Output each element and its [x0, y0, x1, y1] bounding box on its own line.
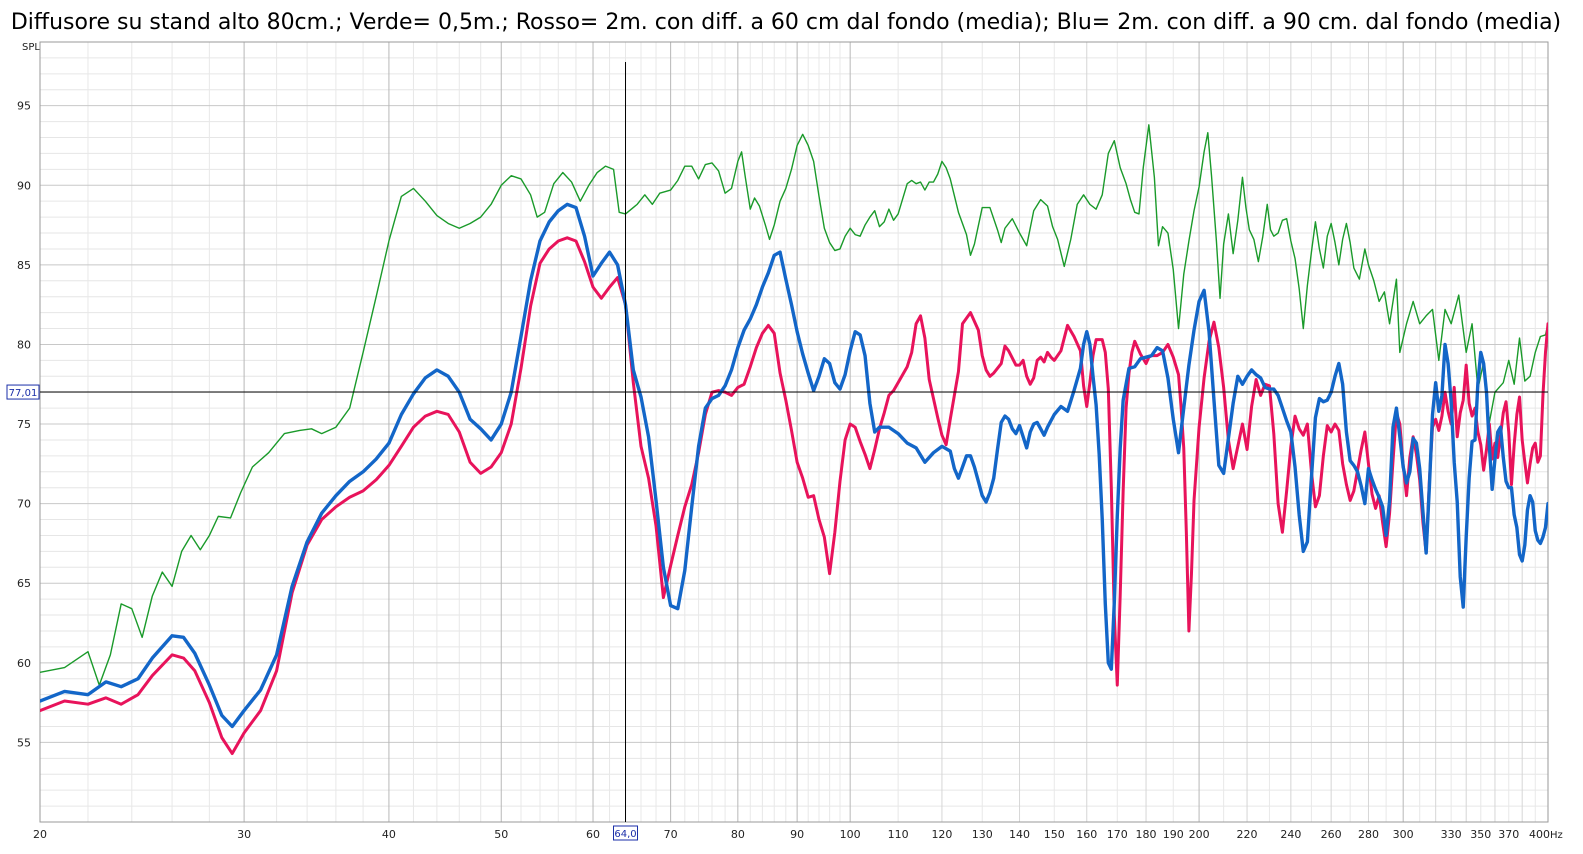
x-tick-label: 330	[1441, 828, 1462, 841]
x-tick-label: 240	[1280, 828, 1301, 841]
x-axis-unit: Hz	[1550, 830, 1563, 841]
x-tick-label: 150	[1044, 828, 1065, 841]
x-tick-label: 140	[1009, 828, 1030, 841]
x-tick-label: 100	[840, 828, 861, 841]
x-tick-label: 160	[1076, 828, 1097, 841]
y-tick-label: 60	[17, 657, 31, 670]
x-tick-label: 60	[586, 828, 600, 841]
y-tick-label: 95	[17, 100, 31, 113]
x-tick-label: 350	[1470, 828, 1491, 841]
x-tick-label: 40	[382, 828, 396, 841]
x-tick-label: 90	[790, 828, 804, 841]
y-tick-label: 70	[17, 498, 31, 511]
x-tick-label: 110	[888, 828, 909, 841]
y-tick-label: 85	[17, 259, 31, 272]
cursor-x-readout-box	[613, 825, 639, 841]
y-tick-label: 90	[17, 179, 31, 192]
y-tick-label: 65	[17, 577, 31, 590]
x-tick-label: 220	[1237, 828, 1258, 841]
x-tick-label: 280	[1358, 828, 1379, 841]
series-line	[40, 124, 1548, 686]
x-tick-label: 20	[33, 828, 47, 841]
plot-area	[39, 41, 1549, 823]
x-tick-label: 370	[1498, 828, 1519, 841]
x-tick-label: 300	[1393, 828, 1414, 841]
x-tick-label: 50	[494, 828, 508, 841]
y-tick-label: 80	[17, 338, 31, 351]
x-tick-label: 170	[1107, 828, 1128, 841]
measurement-cursor[interactable]: 77,01 64,0	[6, 62, 1548, 841]
cursor-y-readout-box	[6, 384, 40, 400]
y-tick-label: 75	[17, 418, 31, 431]
x-tick-label: 70	[664, 828, 678, 841]
x-tick-label: 30	[237, 828, 251, 841]
y-axis-label: SPL	[22, 42, 40, 53]
chart-title: Diffusore su stand alto 80cm.; Verde= 0,…	[11, 10, 1561, 35]
x-tick-label: 260	[1321, 828, 1342, 841]
x-tick-label: 400	[1529, 828, 1550, 841]
x-tick-label: 130	[972, 828, 993, 841]
y-tick-labels: 55 60 65 70 75 80 85 90 95	[17, 100, 31, 750]
y-tick-label: 55	[17, 736, 31, 749]
x-tick-label: 190	[1163, 828, 1184, 841]
x-tick-label: 200	[1189, 828, 1210, 841]
x-tick-label: 120	[931, 828, 952, 841]
x-tick-label: 80	[731, 828, 745, 841]
cursor-x-readout: 64,0	[614, 829, 636, 840]
x-tick-label: 180	[1136, 828, 1157, 841]
x-tick-labels: 20 30 40 50 60 70 80 90 100 110 120 130 140 150 160 170…	[33, 828, 1550, 841]
series-line	[40, 202, 1548, 729]
series-lines	[40, 124, 1548, 756]
cursor-y-readout: 77,01	[9, 388, 38, 399]
